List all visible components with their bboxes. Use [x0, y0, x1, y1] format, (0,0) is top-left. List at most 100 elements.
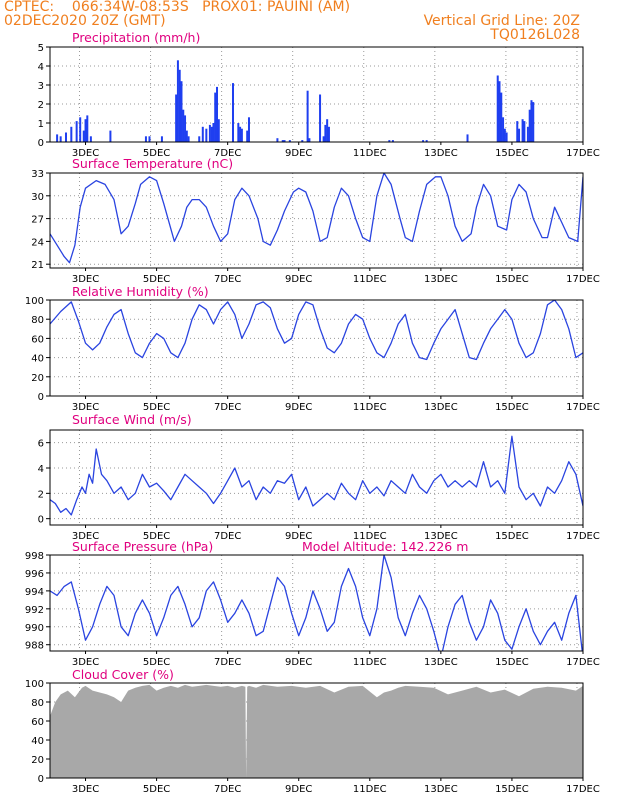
panel-title: Cloud Cover (%): [72, 667, 174, 682]
series-pressure: [50, 555, 583, 651]
x-tick-label: 9DEC: [285, 402, 312, 413]
x-tick-label: 11DEC: [353, 148, 387, 159]
precip-bar: [184, 115, 187, 142]
panel-title: Surface Temperature (nC): [72, 156, 233, 171]
precip-bar: [214, 92, 217, 142]
y-tick-label: 998: [25, 551, 44, 562]
panel-cloud: 0 20 40 60 80 100 3DEC 5DEC 7DEC 9DEC 11DEC 13DEC 15…: [25, 667, 600, 795]
precip-bar: [79, 117, 82, 142]
y-tick-label: 80: [31, 698, 44, 709]
precip-bar: [246, 130, 249, 142]
series-line: [50, 435, 583, 516]
panel-humidity: 0 20 40 60 80 100 3DEC 5DEC 7DEC 9DEC 11DEC 13DEC 15…: [25, 284, 600, 413]
x-tick-label: 7DEC: [214, 402, 241, 413]
y-tick-label: 20: [31, 755, 44, 766]
precip-bar: [70, 126, 73, 142]
precip-bar: [144, 136, 147, 142]
x-tick-label: 17DEC: [566, 784, 600, 795]
precip-bar: [247, 117, 250, 142]
x-tick-label: 17DEC: [566, 274, 600, 285]
series-line: [50, 173, 583, 264]
precip-bar: [505, 132, 508, 142]
panel-wind: 0 2 4 6 3DEC 5DEC 7DEC 9DEC 11DEC 13DEC 15DEC 17DEC…: [38, 412, 600, 542]
panel-frame: [49, 682, 584, 779]
y-tick-label: 0: [38, 392, 44, 403]
x-tick-label: 15DEC: [495, 531, 529, 542]
x-tick-label: 9DEC: [285, 148, 312, 159]
series-cloud: [50, 684, 583, 778]
x-tick-label: 17DEC: [566, 531, 600, 542]
precip-bar: [240, 128, 243, 142]
precip-bar: [516, 121, 519, 142]
y-tick-label: 21: [31, 260, 44, 271]
y-tick-label: 30: [31, 192, 44, 203]
x-tick-label: 11DEC: [353, 402, 387, 413]
panel-title: Precipitation (mm/h): [72, 30, 200, 45]
panel-frame: [49, 299, 584, 397]
precip-bar: [528, 109, 531, 142]
x-tick-label: 9DEC: [285, 784, 312, 795]
series-line: [50, 555, 583, 651]
y-tick-label: 0: [38, 515, 44, 526]
precip-bar: [201, 126, 204, 142]
precip-bar: [422, 140, 425, 142]
precip-bar: [216, 86, 219, 142]
x-tick-label: 3DEC: [72, 784, 99, 795]
y-tick-label: 60: [31, 717, 44, 728]
x-tick-label: 3DEC: [72, 531, 99, 542]
precip-bar: [185, 130, 188, 142]
precip-bar: [319, 94, 322, 142]
precip-bar: [322, 136, 325, 142]
precip-bar: [217, 119, 220, 142]
panel-frame: [49, 172, 584, 269]
y-tick-label: 4: [38, 464, 44, 475]
y-tick-label: 992: [25, 605, 44, 616]
precip-bar: [526, 126, 529, 142]
header-grid-note: Vertical Grid Line: 20Z: [423, 13, 580, 29]
y-tick-label: 6: [38, 439, 44, 450]
x-tick-label: 5DEC: [143, 657, 170, 668]
y-tick-label: 990: [25, 623, 44, 634]
x-tick-label: 5DEC: [143, 274, 170, 285]
y-tick-label: 1: [38, 119, 44, 130]
y-tick-label: 33: [31, 169, 44, 180]
precip-bar: [523, 121, 526, 142]
precip-bar: [502, 117, 505, 142]
y-tick-label: 2: [38, 489, 44, 500]
precip-bar: [64, 132, 67, 142]
y-tick-label: 0: [38, 138, 44, 149]
precip-bar: [425, 140, 428, 142]
x-tick-label: 5DEC: [143, 402, 170, 413]
x-tick-label: 3DEC: [72, 657, 99, 668]
precip-bar: [281, 140, 284, 142]
x-tick-label: 3DEC: [72, 402, 99, 413]
precip-bar: [148, 136, 151, 142]
precip-bar: [182, 109, 185, 142]
y-tick-label: 100: [25, 679, 44, 690]
precip-bar: [175, 94, 178, 142]
precip-bar: [500, 92, 503, 142]
y-tick-label: 80: [31, 315, 44, 326]
y-tick-label: 24: [31, 237, 44, 248]
precip-bar: [301, 140, 304, 142]
panel-title: Relative Humidity (%): [72, 284, 209, 299]
series-line: [50, 300, 583, 361]
precip-bar: [89, 136, 92, 142]
precip-bar: [160, 136, 163, 142]
x-tick-label: 13DEC: [424, 274, 458, 285]
series-humidity: [50, 300, 583, 361]
y-tick-label: 5: [38, 43, 44, 54]
cloud-area: [50, 684, 583, 778]
x-tick-label: 3DEC: [72, 274, 99, 285]
precip-bar: [56, 134, 59, 142]
panel-title: Surface Pressure (hPa): [72, 539, 213, 554]
precip-bar: [496, 75, 499, 142]
y-tick-label: 60: [31, 334, 44, 345]
header-model-id: TQ0126L028: [490, 27, 580, 43]
series-precip: [56, 60, 535, 142]
precip-bar: [178, 69, 181, 142]
y-tick-label: 988: [25, 641, 44, 652]
precip-bar: [466, 134, 469, 142]
x-tick-label: 7DEC: [214, 784, 241, 795]
